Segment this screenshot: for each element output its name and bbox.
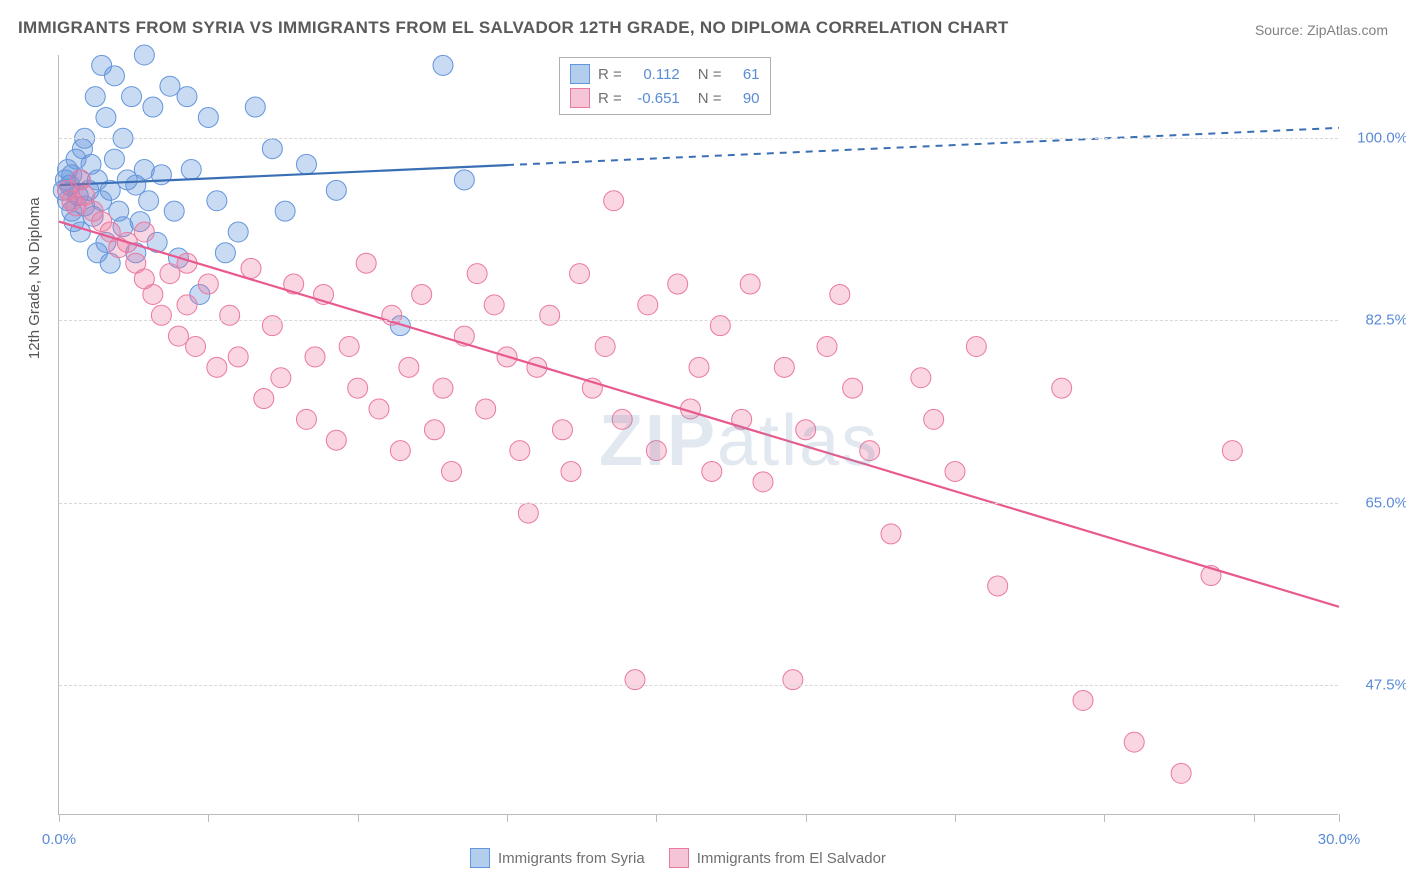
x-tick (208, 814, 209, 822)
r-value-syria: 0.112 (630, 66, 680, 83)
source-attribution: Source: ZipAtlas.com (1255, 22, 1388, 38)
n-value-elsalvador: 90 (730, 90, 760, 107)
y-axis-label: 12th Grade, No Diploma (26, 197, 43, 359)
x-tick-label: 30.0% (1318, 831, 1361, 848)
legend-label-syria: Immigrants from Syria (498, 850, 645, 867)
x-tick (1254, 814, 1255, 822)
r-label-2: R = (598, 90, 622, 107)
stats-row-syria: R = 0.112 N = 61 (570, 62, 760, 86)
legend-label-elsalvador: Immigrants from El Salvador (697, 850, 886, 867)
gridline (59, 138, 1338, 139)
y-tick-label: 65.0% (1365, 494, 1406, 511)
scatter-svg (59, 55, 1339, 815)
r-value-elsalvador: -0.651 (630, 90, 680, 107)
n-label-2: N = (698, 90, 722, 107)
stats-row-elsalvador: R = -0.651 N = 90 (570, 86, 760, 110)
chart-plot-area: ZIPatlas R = 0.112 N = 61 R = -0.651 N =… (58, 55, 1338, 815)
stats-legend-box: R = 0.112 N = 61 R = -0.651 N = 90 (559, 57, 771, 115)
gridline (59, 320, 1338, 321)
x-tick (955, 814, 956, 822)
x-tick (358, 814, 359, 822)
r-label: R = (598, 66, 622, 83)
y-tick-label: 82.5% (1365, 312, 1406, 329)
x-tick (507, 814, 508, 822)
legend-swatch-elsalvador (669, 848, 689, 868)
x-tick (806, 814, 807, 822)
y-tick-label: 47.5% (1365, 676, 1406, 693)
gridline (59, 685, 1338, 686)
swatch-syria (570, 64, 590, 84)
n-label: N = (698, 66, 722, 83)
legend-swatch-syria (470, 848, 490, 868)
n-value-syria: 61 (730, 66, 760, 83)
legend-item-elsalvador: Immigrants from El Salvador (669, 848, 886, 868)
x-tick (59, 814, 60, 822)
x-tick (1339, 814, 1340, 822)
swatch-elsalvador (570, 88, 590, 108)
y-tick-label: 100.0% (1357, 130, 1406, 147)
chart-title: IMMIGRANTS FROM SYRIA VS IMMIGRANTS FROM… (18, 18, 1009, 38)
legend-item-syria: Immigrants from Syria (470, 848, 645, 868)
x-tick-label: 0.0% (42, 831, 76, 848)
x-tick (1104, 814, 1105, 822)
bottom-legend: Immigrants from Syria Immigrants from El… (470, 848, 886, 868)
gridline (59, 503, 1338, 504)
x-tick (656, 814, 657, 822)
